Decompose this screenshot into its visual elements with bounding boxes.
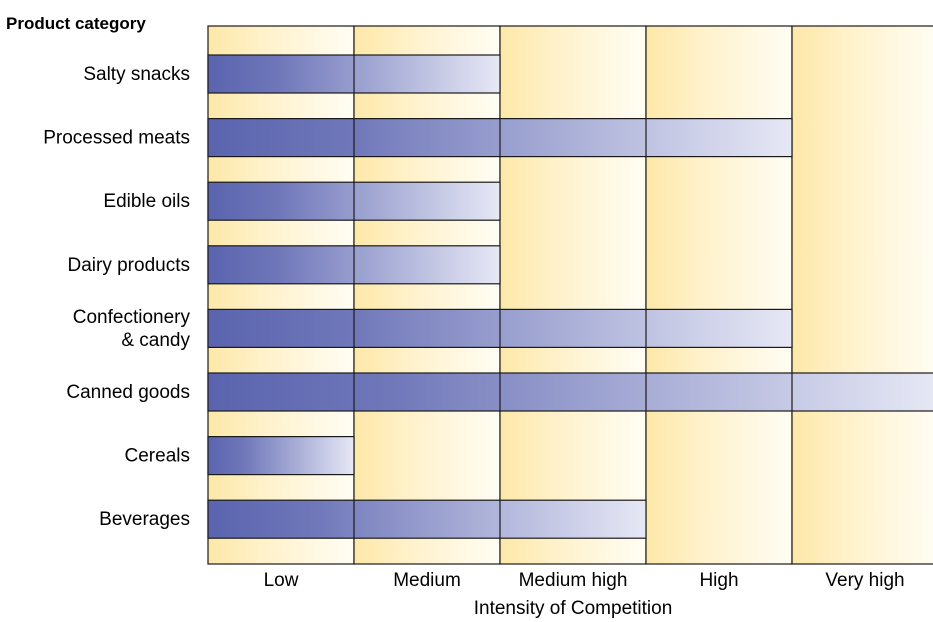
category-labels: Salty snacks Processed meats Edible oils Da… bbox=[43, 64, 190, 530]
category-label: Edible oils bbox=[103, 191, 190, 212]
category-label: Confectionery bbox=[73, 307, 191, 328]
band-low bbox=[207, 25, 355, 565]
tick-label: High bbox=[699, 570, 738, 591]
tick-labels: Low Medium Medium high High Very high bbox=[264, 570, 905, 591]
intensity-bands bbox=[207, 25, 933, 565]
x-axis-title: Intensity of Competition bbox=[474, 598, 673, 619]
tick-label: Medium high bbox=[519, 570, 628, 591]
tick-label: Medium bbox=[393, 570, 461, 591]
tick-label: Very high bbox=[825, 570, 904, 591]
category-label: Processed meats bbox=[43, 128, 190, 149]
band-high bbox=[645, 25, 793, 565]
category-label: Canned goods bbox=[66, 382, 190, 403]
category-label: Beverages bbox=[99, 509, 190, 530]
band-very-high bbox=[791, 25, 933, 565]
tick-label: Low bbox=[264, 570, 299, 591]
band-medium bbox=[353, 25, 501, 565]
bar bbox=[207, 499, 647, 539]
category-label: Salty snacks bbox=[83, 64, 190, 85]
bars bbox=[207, 54, 933, 539]
band-medium-high bbox=[499, 25, 647, 565]
category-label: & candy bbox=[121, 330, 190, 351]
bar bbox=[207, 372, 933, 412]
y-axis-title: Product category bbox=[6, 14, 146, 33]
bar bbox=[207, 436, 355, 476]
category-label: Dairy products bbox=[68, 255, 191, 276]
category-label: Cereals bbox=[125, 446, 190, 467]
